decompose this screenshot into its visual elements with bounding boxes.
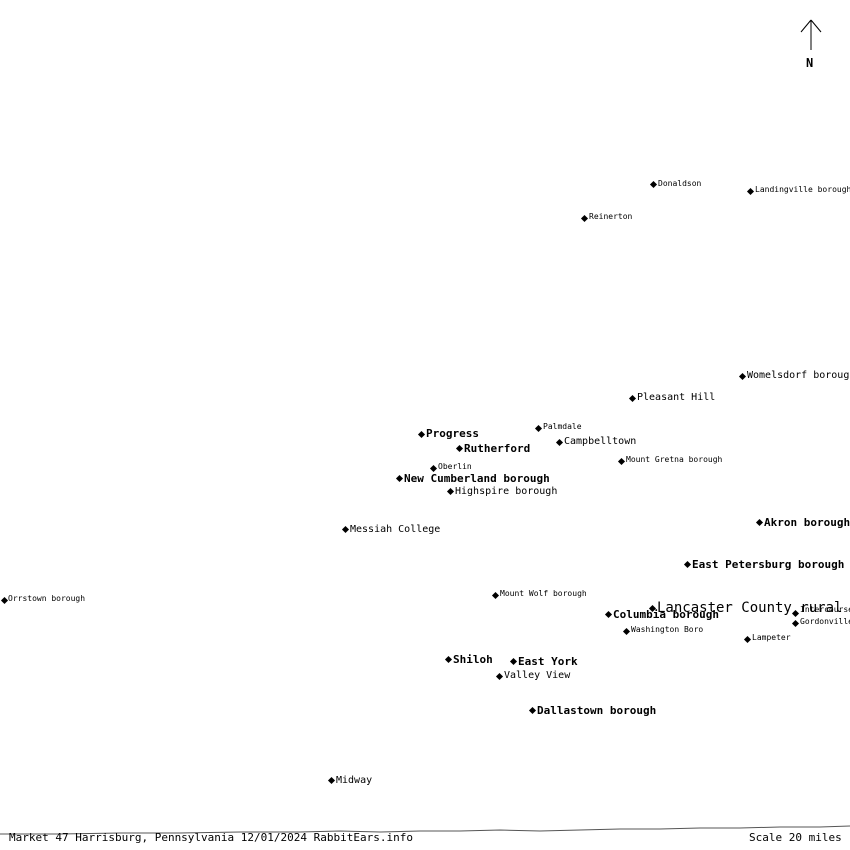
place-label: Mount Gretna borough	[626, 455, 723, 464]
place-dot	[327, 776, 336, 785]
place-dot	[683, 560, 692, 569]
place-label: Pleasant Hill	[637, 392, 716, 403]
place-label: Akron borough	[764, 516, 850, 529]
place-label: Lampeter	[752, 633, 791, 642]
north-arrow-icon	[800, 19, 822, 50]
place-dot	[649, 180, 658, 189]
place-dot	[455, 444, 464, 453]
map-caption: Market 47 Harrisburg, Pennsylvania 12/01…	[9, 831, 413, 844]
map-scale: Scale 20 miles	[749, 831, 842, 844]
place-dot	[622, 627, 631, 636]
place-label: East Petersburg borough	[692, 558, 845, 571]
place-label: Intercourse	[800, 605, 850, 614]
place-dot	[743, 635, 752, 644]
boundary-line	[0, 825, 850, 835]
place-dot	[509, 657, 518, 666]
place-dot	[604, 610, 613, 619]
place-label: Shiloh	[453, 653, 493, 666]
place-label: Oberlin	[438, 462, 472, 471]
place-label: Columbia borough	[613, 608, 719, 621]
place-label: Donaldson	[658, 179, 702, 188]
place-dot	[444, 655, 453, 664]
place-dot	[628, 394, 637, 403]
place-label: Dallastown borough	[537, 704, 657, 717]
place-dot	[555, 438, 564, 447]
place-dot	[395, 474, 404, 483]
place-label: Valley View	[504, 670, 571, 681]
place-dot	[429, 464, 438, 473]
place-dot	[617, 457, 626, 466]
place-dot	[528, 706, 537, 715]
place-label: Highspire borough	[455, 486, 558, 497]
place-label: Womelsdorf borough	[747, 370, 850, 381]
place-label: Midway	[336, 775, 373, 786]
place-label: New Cumberland borough	[404, 472, 550, 485]
place-label: Messiah College	[350, 524, 441, 535]
place-dot	[534, 424, 543, 433]
place-label: Rutherford	[464, 442, 531, 455]
place-dot	[791, 619, 800, 628]
place-label: Landingville borough	[755, 185, 850, 194]
north-label: N	[806, 56, 814, 70]
place-label: Progress	[426, 427, 479, 440]
place-dot	[495, 672, 504, 681]
place-label: Campbelltown	[564, 436, 637, 447]
place-dot	[417, 430, 426, 439]
place-label: East York	[518, 655, 578, 668]
place-dot	[341, 525, 350, 534]
place-dot	[446, 487, 455, 496]
place-dot	[738, 372, 747, 381]
place-label: Mount Wolf borough	[500, 589, 587, 598]
place-dot	[0, 596, 9, 605]
place-label: Orrstown borough	[8, 594, 86, 603]
place-dot	[580, 214, 589, 223]
place-dot	[491, 591, 500, 600]
place-dot	[755, 518, 764, 527]
place-label: Gordonville	[800, 617, 850, 626]
place-dot	[746, 187, 755, 196]
place-label: Palmdale	[543, 422, 582, 431]
place-label: Washington Boro	[631, 625, 704, 634]
place-label: Reinerton	[589, 212, 633, 221]
